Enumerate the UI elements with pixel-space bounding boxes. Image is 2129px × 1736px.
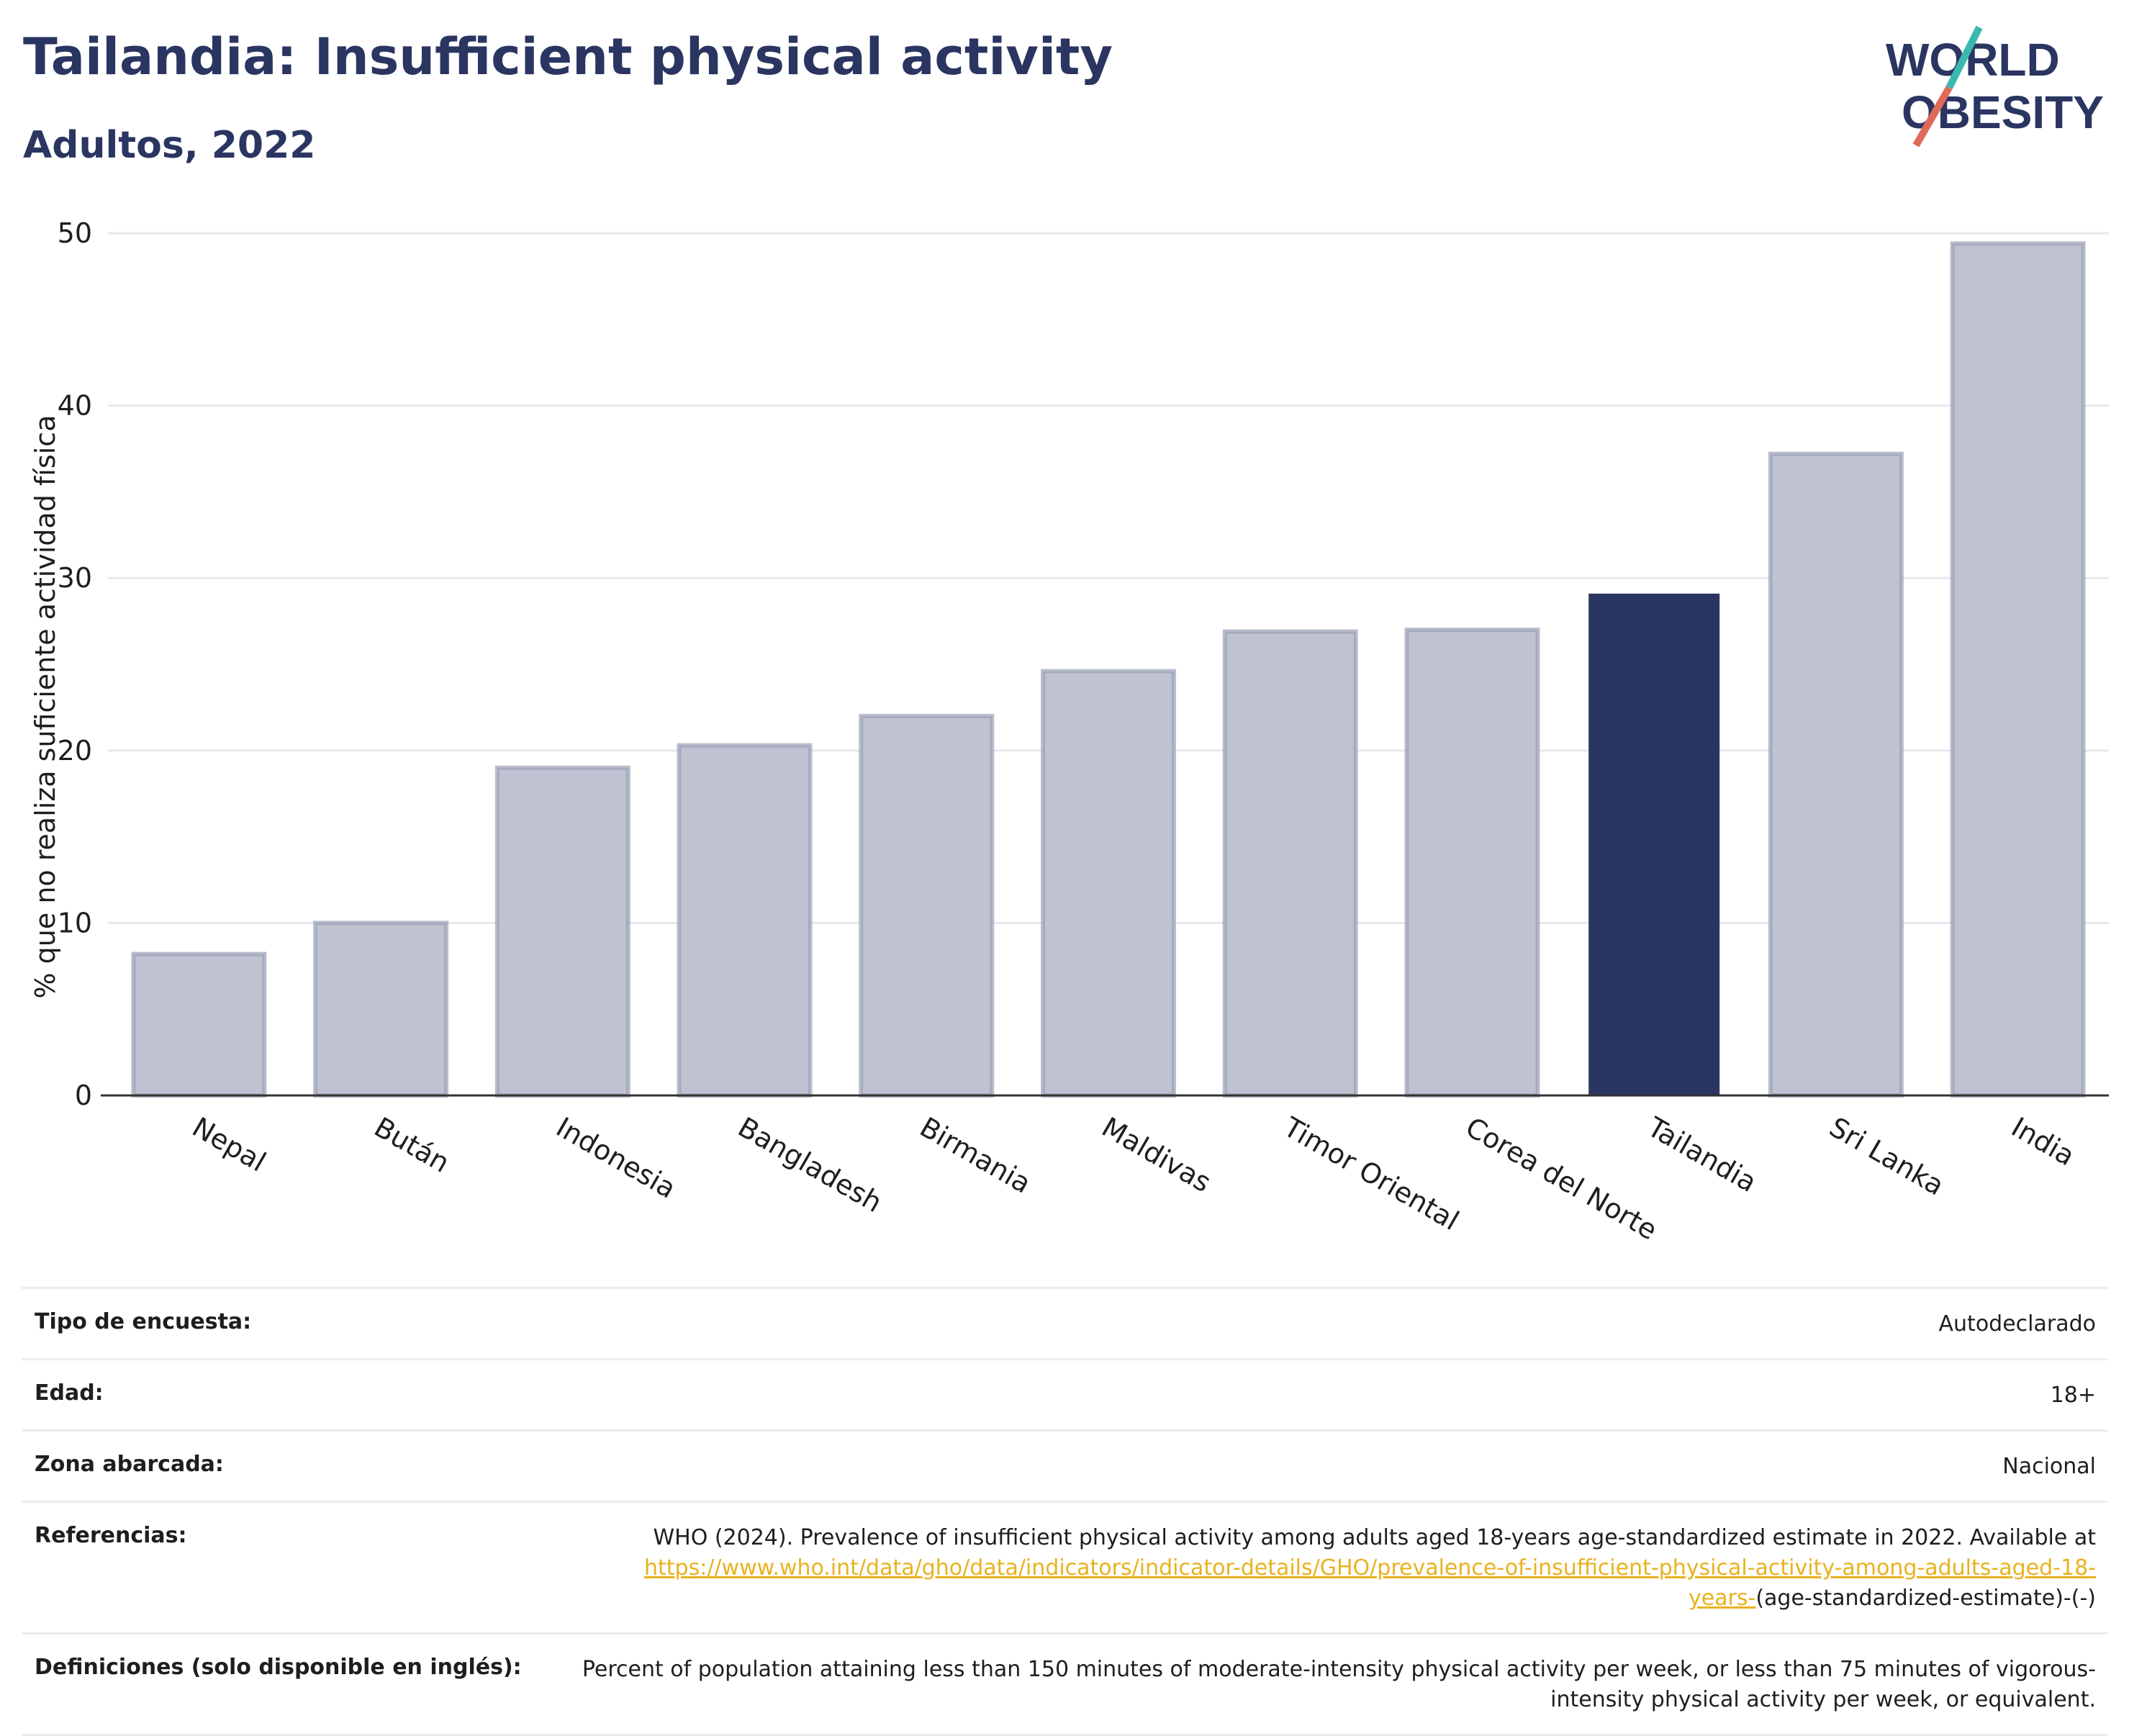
meta-label: Zona abarcada: <box>35 1452 582 1477</box>
y-tick-labels: 0 10 20 30 40 50 <box>58 217 92 1111</box>
bar-tailandia <box>1588 594 1719 1095</box>
meta-row-area: Zona abarcada: Nacional <box>22 1429 2107 1501</box>
y-tick-label: 40 <box>58 390 92 422</box>
x-tick-label: Corea del Norte <box>1460 1111 1663 1247</box>
x-tick-label: Bután <box>369 1111 455 1179</box>
references-suffix: (age-standardized-estimate)-(-) <box>1755 1586 2096 1611</box>
bar-maldivas <box>1043 672 1174 1095</box>
y-tick-label: 10 <box>58 907 92 939</box>
bar-timor-oriental <box>1225 631 1356 1095</box>
x-tick-label: India <box>2006 1111 2080 1172</box>
bar-chart: 0 10 20 30 40 50 Nepal Bután Indonesia Banglades… <box>0 187 2129 1267</box>
meta-label: Definiciones (solo disponible en inglés)… <box>35 1655 582 1680</box>
references-text: WHO (2024). Prevalence of insufficient p… <box>653 1525 2096 1550</box>
meta-value: Nacional <box>582 1452 2107 1482</box>
world-obesity-logo: WORLD OBESITY <box>1871 22 2109 151</box>
y-tick-label: 0 <box>75 1080 92 1111</box>
meta-label: Tipo de encuesta: <box>35 1309 582 1334</box>
x-tick-label: Bangladesh <box>733 1111 887 1219</box>
bars <box>133 243 2083 1095</box>
x-tick-labels: Nepal Bután Indonesia Bangladesh Birmania Mal… <box>187 1111 2080 1246</box>
chart-title: Tailandia: Insufficient physical activit… <box>23 27 1113 86</box>
meta-label: Referencias: <box>35 1523 582 1548</box>
bar-sri-lanka <box>1771 454 1902 1095</box>
meta-row-references: Referencias: WHO (2024). Prevalence of i… <box>22 1501 2107 1632</box>
meta-row-age: Edad: 18+ <box>22 1358 2107 1429</box>
bar-nepal <box>133 954 264 1095</box>
x-tick-label: Maldivas <box>1097 1111 1217 1199</box>
meta-label: Edad: <box>35 1380 582 1406</box>
y-tick-label: 50 <box>58 217 92 249</box>
x-tick-label: Birmania <box>915 1111 1036 1200</box>
metadata-table: Tipo de encuesta: Autodeclarado Edad: 18… <box>22 1287 2107 1736</box>
bar-birmania <box>861 716 992 1095</box>
x-tick-label: Tailandia <box>1642 1111 1762 1198</box>
x-tick-label: Timor Oriental <box>1278 1111 1464 1237</box>
bar-bangladesh <box>679 746 810 1095</box>
bar-bután <box>315 923 446 1095</box>
meta-row-survey: Tipo de encuesta: Autodeclarado <box>22 1287 2107 1358</box>
bar-india <box>1953 243 2084 1095</box>
meta-value: Autodeclarado <box>582 1309 2107 1339</box>
x-tick-label: Sri Lanka <box>1824 1111 1949 1202</box>
bar-indonesia <box>497 768 628 1095</box>
chart-subtitle: Adultos, 2022 <box>23 124 315 167</box>
bar-corea-del-norte <box>1406 630 1537 1095</box>
y-axis-label: % que no realiza suficiente actividad fí… <box>30 415 61 999</box>
x-tick-label: Indonesia <box>551 1111 681 1205</box>
y-tick-label: 20 <box>58 735 92 767</box>
meta-value: 18+ <box>582 1380 2107 1411</box>
x-tick-label: Nepal <box>187 1111 271 1178</box>
meta-row-definitions: Definiciones (solo disponible en inglés)… <box>22 1632 2107 1736</box>
meta-value: Percent of population attaining less tha… <box>582 1655 2107 1715</box>
references-value: WHO (2024). Prevalence of insufficient p… <box>582 1523 2107 1614</box>
y-tick-label: 30 <box>58 562 92 594</box>
